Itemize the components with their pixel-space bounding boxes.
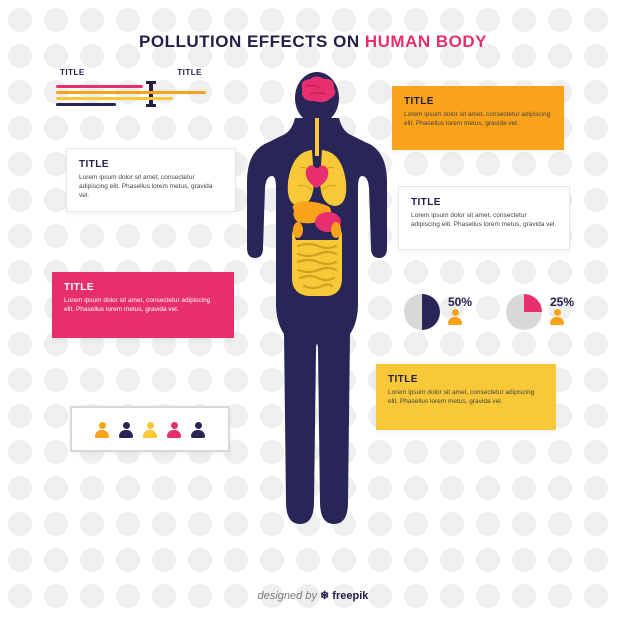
- card-body: Lorem ipsum dolor sit amet, consectetur …: [64, 297, 222, 315]
- pie-chart: [506, 294, 542, 330]
- title-main: POLLUTION EFFECTS ON: [139, 32, 365, 51]
- card-title: TITLE: [411, 197, 557, 208]
- bar-left-label: TITLE: [60, 68, 85, 77]
- bar-line: [56, 97, 173, 100]
- card-body: Lorem ipsum dolor sit amet, consectetur …: [388, 389, 544, 407]
- pie-stat: 50%: [404, 294, 472, 330]
- info-card: TITLE Lorem ipsum dolor sit amet, consect…: [66, 148, 236, 212]
- human-figure: [242, 72, 392, 532]
- card-body: Lorem ipsum dolor sit amet, consectetur …: [411, 212, 557, 230]
- bar-line: [56, 103, 116, 106]
- card-title: TITLE: [79, 159, 223, 170]
- footer-brand: freepik: [332, 590, 368, 602]
- info-card: TITLE Lorem ipsum dolor sit amet, consect…: [52, 272, 234, 338]
- card-title: TITLE: [64, 282, 222, 293]
- pie-percent-label: 50%: [448, 295, 472, 309]
- card-title: TITLE: [404, 96, 552, 107]
- bar-line: [56, 85, 143, 88]
- person-icon: [448, 309, 462, 325]
- info-card: TITLE Lorem ipsum dolor sit amet, consect…: [376, 364, 556, 430]
- person-icon: [550, 309, 564, 325]
- card-body: Lorem ipsum dolor sit amet, consectetur …: [404, 111, 552, 129]
- organ-brain: [302, 77, 336, 103]
- footer-prefix: designed by: [258, 590, 320, 602]
- card-body: Lorem ipsum dolor sit amet, consectetur …: [79, 174, 223, 200]
- bar-track: [56, 81, 206, 107]
- info-card: TITLE Lorem ipsum dolor sit amet, consect…: [392, 86, 564, 150]
- organ-kidney-r: [331, 222, 341, 238]
- person-icon: [167, 422, 181, 438]
- organ-kidney-l: [293, 222, 303, 238]
- bar-right-label: TITLE: [177, 68, 202, 77]
- organ-trachea: [315, 118, 319, 156]
- person-icon: [95, 422, 109, 438]
- footer-credit: designed by ❄ freepik: [0, 589, 626, 602]
- title-accent: HUMAN BODY: [365, 32, 487, 51]
- person-icon: [119, 422, 133, 438]
- bar-chart-widget: TITLE TITLE: [56, 68, 206, 107]
- people-icons-card: [70, 406, 230, 452]
- pie-chart: [404, 294, 440, 330]
- footer-brand-glyph: ❄: [320, 590, 329, 602]
- person-icon: [143, 422, 157, 438]
- pie-stat: 25%: [506, 294, 574, 330]
- card-title: TITLE: [388, 374, 544, 385]
- person-icon: [191, 422, 205, 438]
- bar-line: [56, 91, 206, 94]
- people-row: [84, 418, 216, 440]
- info-card: TITLE Lorem ipsum dolor sit amet, consect…: [398, 186, 570, 250]
- page-title: POLLUTION EFFECTS ON HUMAN BODY: [0, 32, 626, 52]
- pie-percent-label: 25%: [550, 295, 574, 309]
- bar-marker: [149, 83, 153, 105]
